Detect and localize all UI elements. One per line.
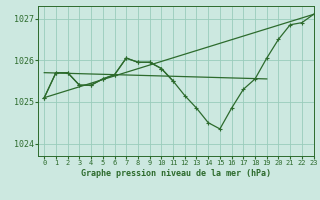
X-axis label: Graphe pression niveau de la mer (hPa): Graphe pression niveau de la mer (hPa) bbox=[81, 169, 271, 178]
